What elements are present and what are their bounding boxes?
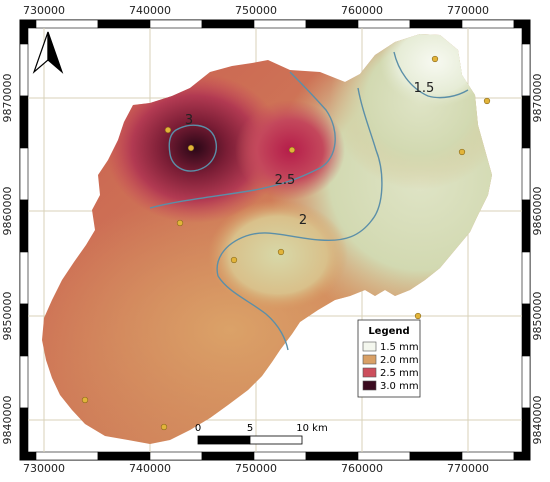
legend-title: Legend (368, 326, 409, 337)
x-tick-label-top: 770000 (447, 4, 489, 17)
scale-bar-white-segment (249, 435, 303, 445)
x-tick-label-top: 730000 (23, 4, 65, 17)
y-tick-label-left: 9840000 (1, 396, 14, 445)
x-tick-label-top: 750000 (235, 4, 277, 17)
isohyet-lines: 3 2.5 2 1.5 (149, 51, 469, 351)
legend: Legend 1.5 mm 2.0 mm 2.5 mm 3.0 mm (357, 319, 421, 398)
legend-swatch (362, 367, 377, 378)
station-point (458, 148, 466, 156)
legend-item-label: 3.0 mm (380, 381, 419, 392)
y-tick-label-left: 9860000 (1, 187, 14, 236)
x-tick-label-top: 740000 (129, 4, 171, 17)
y-tick-label-left: 9870000 (1, 74, 14, 123)
station-point (81, 396, 89, 404)
scale-bar-label: 5 (247, 423, 253, 434)
legend-swatch (362, 354, 377, 365)
y-tick-label-right: 9870000 (531, 74, 544, 123)
scale-bar-label: 0 (195, 423, 201, 434)
station-point (160, 423, 168, 431)
legend-item-label: 1.5 mm (380, 342, 419, 353)
y-tick-label-right: 9850000 (531, 292, 544, 341)
isohyet-2.5 (149, 71, 336, 209)
isohyet-2-south (217, 275, 289, 351)
station-point (230, 256, 238, 264)
x-tick-label-bottom: 770000 (447, 462, 489, 475)
legend-swatch (362, 341, 377, 352)
x-tick-label-bottom: 730000 (23, 462, 65, 475)
contour-label: 3 (185, 113, 193, 128)
contour-label: 2.5 (275, 173, 296, 188)
isohyet-3 (168, 124, 217, 172)
station-point (187, 144, 195, 152)
isohyet-1.5 (393, 51, 469, 99)
station-point (164, 126, 172, 134)
rain-gauge-stations (81, 55, 491, 431)
legend-item-label: 2.0 mm (380, 355, 419, 366)
station-point (277, 248, 285, 256)
y-tick-label-right: 9860000 (531, 187, 544, 236)
scale-bar-label: 10 km (296, 423, 327, 434)
x-tick-label-bottom: 760000 (341, 462, 383, 475)
x-tick-label-top: 760000 (341, 4, 383, 17)
station-point (176, 219, 184, 227)
isohyet-2 (216, 87, 383, 277)
north-arrow-icon (32, 31, 64, 74)
station-point (288, 146, 296, 154)
station-point (483, 97, 491, 105)
x-tick-label-bottom: 740000 (129, 462, 171, 475)
station-point (414, 312, 422, 320)
scale-bar: 0 5 10 km (195, 423, 328, 445)
x-tick-label-bottom: 750000 (235, 462, 277, 475)
y-tick-label-right: 9840000 (531, 396, 544, 445)
contour-label: 1.5 (414, 81, 435, 96)
legend-item-label: 2.5 mm (380, 368, 419, 379)
y-tick-label-left: 9850000 (1, 292, 14, 341)
station-point (431, 55, 439, 63)
contour-label: 2 (299, 213, 307, 228)
legend-swatch (362, 380, 377, 391)
scale-bar-black-segment (197, 435, 251, 445)
